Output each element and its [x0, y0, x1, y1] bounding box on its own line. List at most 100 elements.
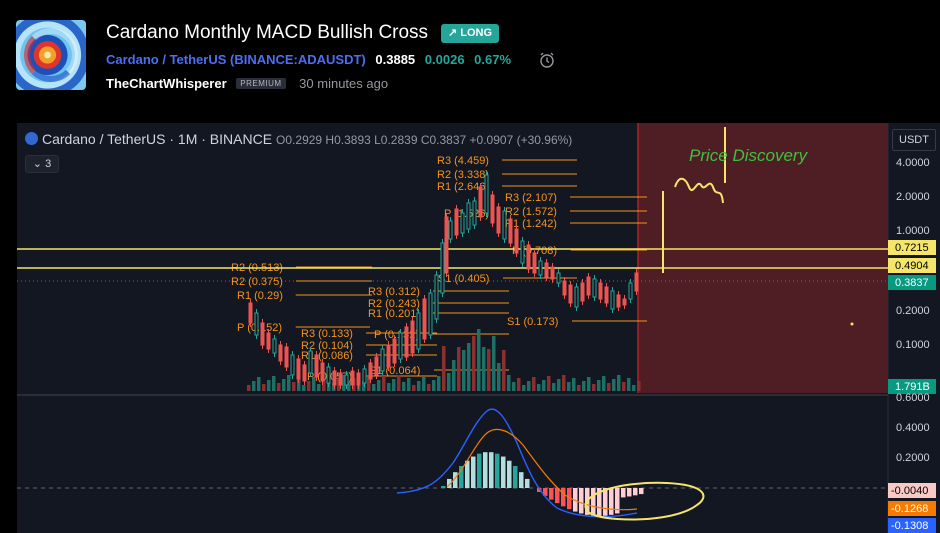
candle-body [490, 194, 495, 224]
macd-axis-label: 0.4000 [896, 422, 930, 434]
chart-canvas[interactable]: R3 (4.459) R2 (3.338)R1 (2.646) R3 (2.107)… [17, 123, 940, 533]
volume-bar [497, 363, 501, 391]
volume-bar [267, 380, 271, 391]
candle-body [404, 326, 409, 358]
symbol-price: 0.3885 [375, 52, 416, 67]
indicator-count: 3 [45, 158, 52, 170]
macd-tag-bg [888, 518, 936, 533]
volume-bar [317, 384, 321, 391]
chart-pane[interactable]: R3 (4.459) R2 (3.338) R1 (2.646) R3 (2.107)… [17, 123, 940, 533]
premium-badge: PREMIUM [236, 78, 286, 89]
volume-bar [312, 377, 316, 391]
volume-bar [342, 375, 346, 391]
volume-bar [532, 377, 536, 391]
candle-body [514, 228, 519, 254]
volume-bar [557, 379, 561, 391]
author-avatar[interactable] [16, 20, 86, 90]
signal-line [446, 428, 638, 511]
symbol-row: Cardano / TetherUS (BINANCE:ADAUSDT) 0.3… [106, 52, 511, 67]
candle-body [502, 210, 507, 240]
price-tag-label: 1.791B [895, 381, 930, 393]
symbol-link[interactable]: Cardano / TetherUS (BINANCE:ADAUSDT) [106, 52, 366, 67]
volume-bar [632, 385, 636, 391]
candle-body [544, 262, 549, 278]
annotation-dot [850, 322, 854, 326]
macd-histogram-bar [483, 452, 488, 488]
candle-body [398, 332, 403, 360]
candle-body [374, 356, 379, 376]
price-tag-bg [888, 240, 936, 255]
pivot-label: R3 (4.459) [437, 155, 489, 167]
pivot-label: R1 (0.086) [301, 350, 353, 362]
volume-bar [407, 378, 411, 391]
candle-body [284, 346, 289, 368]
candle-body [320, 362, 325, 382]
macd-histogram-bar [615, 488, 620, 514]
volume-bar [442, 346, 446, 391]
volume-bar [622, 382, 626, 391]
volume-bar [287, 375, 291, 391]
macd-histogram-bar [543, 488, 548, 496]
candle-body [440, 242, 445, 294]
candle-body [338, 372, 343, 386]
macd-histogram-bar [603, 488, 608, 516]
volume-bar [637, 381, 641, 391]
macd-histogram-bar [609, 488, 614, 515]
candle-body [610, 290, 615, 310]
author-row: TheChartWhisperer PREMIUM 30 minutes ago [106, 76, 388, 91]
volume-bar [362, 381, 366, 391]
candle-body [556, 272, 561, 284]
price-axis-label: 0.1000 [896, 339, 930, 351]
macd-histogram-bar [597, 488, 602, 516]
volume-bar [247, 385, 251, 391]
price-candles [248, 171, 639, 389]
candle-body [290, 354, 295, 376]
candle-body [460, 212, 465, 234]
volume-bar [502, 350, 506, 391]
volume-bar [377, 380, 381, 391]
author-name[interactable]: TheChartWhisperer [106, 76, 227, 91]
indicator-collapse-button[interactable]: ⌄ 3 [25, 155, 59, 173]
volume-bar [282, 379, 286, 391]
candle-body [526, 244, 531, 270]
candle-body [350, 370, 355, 386]
volume-bar [567, 382, 571, 391]
volume-bar [472, 336, 476, 391]
macd-histogram-bar [447, 478, 452, 488]
macd-histogram-bar [489, 452, 494, 488]
publish-time: 30 minutes ago [299, 76, 389, 91]
macd-histogram-bar [465, 460, 470, 488]
price-axis-label: 2.0000 [896, 191, 930, 203]
volume-bar [577, 385, 581, 391]
pivot-label: R3 (0.133) [301, 328, 353, 340]
price-tag-label: 0.7215 [895, 242, 929, 254]
candle-body [434, 274, 439, 320]
macd-tag-label: -0.1308 [891, 520, 928, 532]
macd-histogram-bar [591, 488, 596, 516]
price-discovery-label: Price Discovery [689, 146, 809, 165]
legend-title: Cardano / TetherUS · 1M · BINANCE [42, 131, 273, 147]
price-tag-bg [888, 258, 936, 273]
currency-selector[interactable]: USDT [892, 129, 936, 151]
symbol-change-pct: 0.67% [474, 52, 512, 67]
candle-body [362, 368, 367, 384]
volume-bar [412, 385, 416, 391]
volume-bar [587, 377, 591, 391]
candle-body [302, 364, 307, 382]
symbol-change: 0.0026 [424, 52, 465, 67]
pivot-label: R2 (1.572) [505, 206, 557, 218]
macd-histogram-bar [495, 453, 500, 488]
alarm-add-icon[interactable] [538, 51, 556, 69]
volume-bar [612, 379, 616, 391]
macd-histogram-bar [453, 472, 458, 488]
volume-bar [452, 360, 456, 391]
volume-bar [307, 381, 311, 391]
volume-bar [252, 381, 256, 391]
macd-histogram-bar [501, 456, 506, 488]
macd-histogram-bar [471, 456, 476, 488]
volume-bar [437, 376, 441, 391]
pivot-label: R1 (2.646) [437, 181, 489, 193]
price-tag-bg [888, 275, 936, 290]
cardano-logo-icon [25, 132, 38, 145]
macd-tag-label: -0.0040 [891, 485, 928, 497]
